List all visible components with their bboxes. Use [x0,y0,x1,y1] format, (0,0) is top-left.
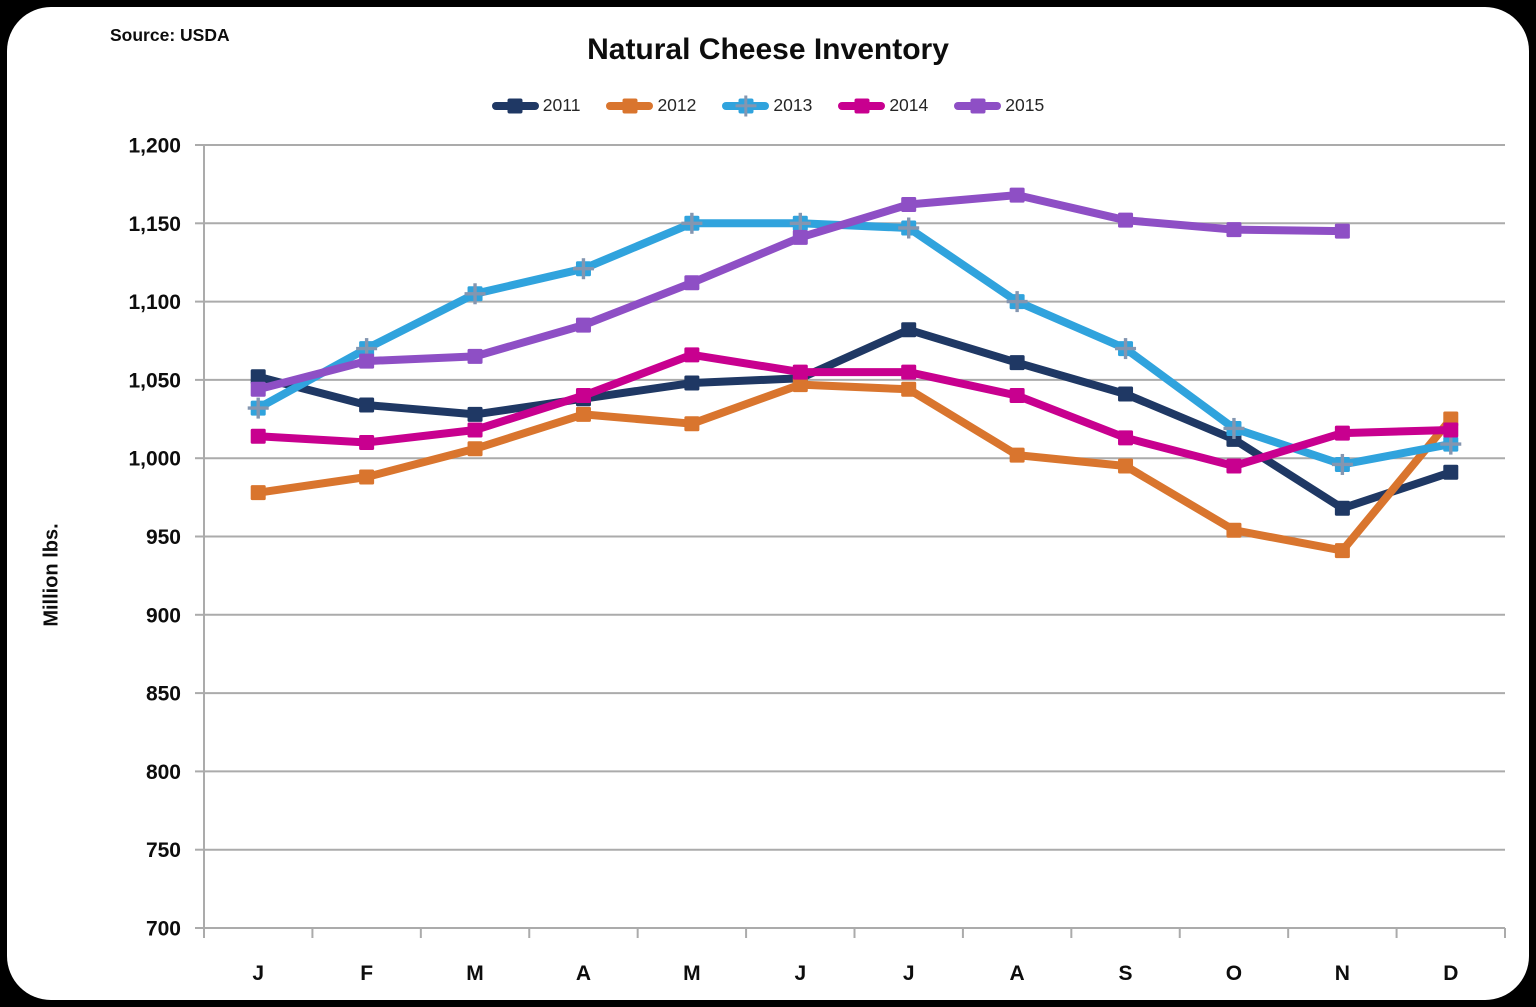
y-tick-label-1200: 1,200 [128,135,181,158]
data-point-2015-M-1112 [684,275,700,291]
y-tick-label-950: 950 [146,526,181,549]
data-point-2014-F-1010 [359,435,375,451]
data-point-2011-M-1048 [684,375,700,391]
legend-marker-2015-icon [954,98,1002,113]
x-axis-label-11-D: D [1443,962,1458,985]
legend-label-2013: 2013 [773,95,813,115]
legend-marker-2014-icon [838,98,886,113]
data-point-2012-N-941 [1334,543,1350,559]
data-point-2012-M-1022 [684,416,700,432]
y-tick-label-850: 850 [146,683,181,706]
x-axis-label-8-S: S [1119,962,1133,985]
y-tick-label-750: 750 [146,839,181,862]
x-axis-label-4-M: M [683,962,701,985]
data-point-2015-A-1085 [575,317,591,333]
series-line-2013 [254,219,1455,469]
data-point-2015-J-1162 [901,197,917,213]
legend-label-2011: 2011 [542,95,581,115]
x-axis-label-5-J: J [794,962,806,985]
x-axis-label-2-M: M [466,962,484,985]
x-axis-label-1-F: F [360,962,373,985]
data-point-2014-A-1040 [575,388,591,404]
chart-card: Source: USDA Natural Cheese Inventory 20… [7,7,1529,1000]
legend-item-2013: 2013 [722,95,812,116]
legend-marker-2012-icon [606,98,654,113]
y-tick-label-800: 800 [146,761,181,784]
chart-legend: 2011 2012 2013 2014 2015 [7,95,1529,116]
data-point-2014-J-1014 [250,428,266,444]
data-point-2012-M-1006 [467,441,483,457]
data-point-2011-A-1061 [1009,355,1025,371]
data-point-2015-J-1141 [792,229,808,245]
series-line-2012 [254,380,1455,555]
legend-label-2014: 2014 [889,95,929,115]
y-tick-label-1100: 1,100 [128,291,181,314]
data-point-2015-N-1145 [1334,223,1350,239]
data-point-2011-D-991 [1443,464,1459,480]
data-point-2011-J-1052 [250,369,266,385]
legend-item-2015: 2015 [954,95,1044,116]
legend-label-2015: 2015 [1005,95,1045,115]
legend-item-2014: 2014 [838,95,928,116]
x-axis-label-6-J: J [903,962,915,985]
x-axis-label-0-J: J [252,962,264,985]
data-point-2012-O-954 [1226,522,1242,538]
data-point-2012-J-978 [250,485,266,501]
legend-item-2011: 2011 [491,95,581,116]
legend-item-2012: 2012 [606,95,696,116]
data-point-2014-O-995 [1226,458,1242,474]
plot-area: 700 750 800 850 900 950 1,000 1,050 1,100 1,150 1,… [128,135,1506,985]
data-point-2014-A-1040 [1009,388,1025,404]
data-point-2015-S-1152 [1118,212,1134,228]
y-tick-label-900: 900 [146,604,181,627]
data-point-2014-J-1055 [792,364,808,380]
series-line-2014 [254,350,1455,470]
data-point-2015-O-1146 [1226,222,1242,238]
y-tick-label-1050: 1,050 [128,369,181,392]
data-point-2012-A-1002 [1009,447,1025,463]
data-point-2014-M-1018 [467,422,483,438]
x-axis-label-9-O: O [1226,962,1242,985]
data-point-2014-J-1055 [901,364,917,380]
data-point-2014-M-1066 [684,347,700,363]
data-point-2015-J-1044 [250,381,266,397]
data-point-2011-J-1082 [901,322,917,338]
legend-marker-2011-icon [491,98,539,113]
data-point-2014-S-1013 [1118,430,1134,446]
data-point-2011-S-1041 [1118,386,1134,402]
y-tick-label-1150: 1,150 [128,213,181,236]
data-point-2012-A-1028 [575,406,591,422]
y-tick-label-700: 700 [146,918,181,941]
data-point-2015-F-1062 [359,353,375,369]
data-point-2012-S-995 [1118,458,1134,474]
data-point-2011-F-1034 [359,397,375,413]
data-point-2011-M-1028 [467,406,483,422]
y-tick-label-1000: 1,000 [128,448,181,471]
data-point-2011-N-968 [1334,500,1350,516]
x-axis-label-7-A: A [1010,962,1025,985]
data-point-2012-F-988 [359,469,375,485]
data-point-2014-N-1016 [1334,425,1350,441]
data-point-2015-A-1168 [1009,187,1025,203]
series-line-2011 [254,325,1455,513]
legend-label-2012: 2012 [657,95,697,115]
data-point-2014-D-1018 [1443,422,1459,438]
x-axis-label-3-A: A [576,962,591,985]
data-point-2012-J-1044 [901,381,917,397]
x-axis-label-10-N: N [1335,962,1350,985]
legend-marker-2013-icon [722,95,770,116]
chart-title: Natural Cheese Inventory [587,33,949,66]
data-point-2015-M-1065 [467,348,483,364]
source-label: Source: USDA [110,25,230,45]
data-point-2012-J-1047 [792,377,808,393]
